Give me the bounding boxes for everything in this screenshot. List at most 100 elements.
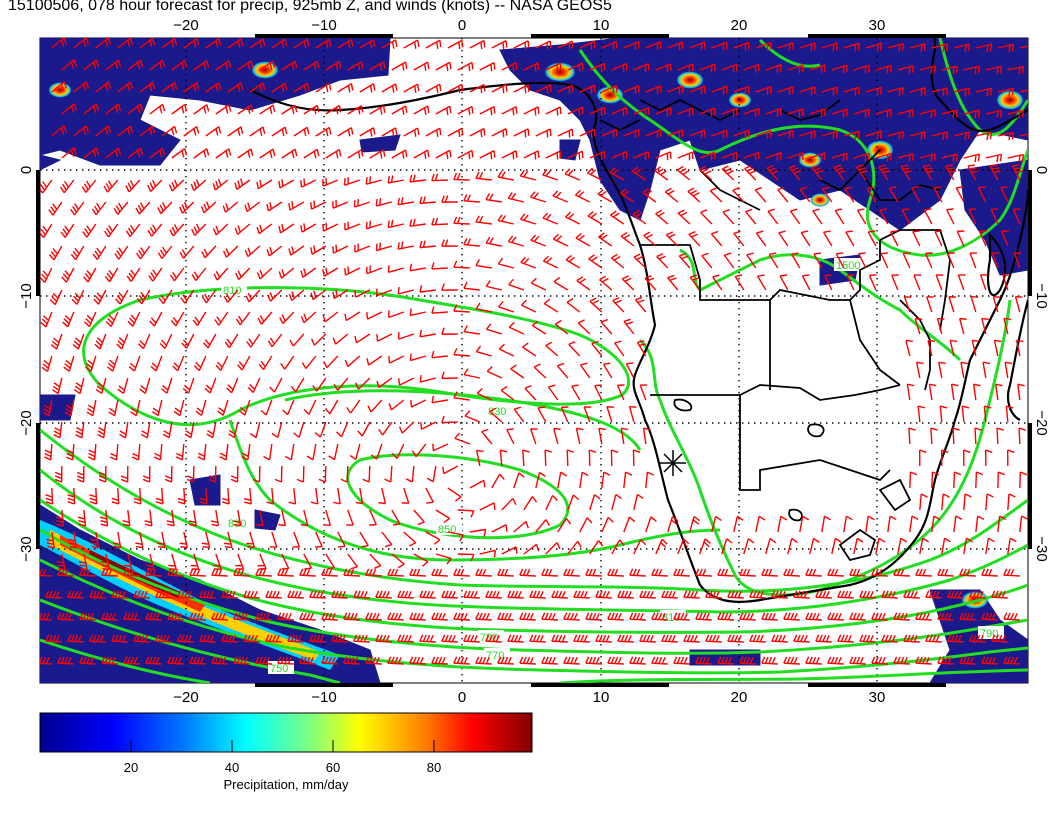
wind-barb-feather [556,108,559,116]
wind-barb-feather [300,524,308,527]
wind-barb [576,280,591,291]
wind-barb-feather [40,273,47,280]
wind-barb-feather [625,321,634,325]
wind-barb [425,487,434,503]
wind-barb-feather [690,634,695,642]
wind-barb [133,640,150,643]
wind-barb-feather [962,405,970,409]
wind-barb [711,516,717,533]
wind-barb-feather [324,568,329,576]
wind-barb-feather [333,383,339,391]
wind-barb-feather [468,64,471,72]
wind-barb [821,42,838,49]
wind-barb-feather [369,41,373,49]
wind-barb-feather [488,634,493,642]
wind-barb [475,574,492,577]
wind-barb-feather [475,259,481,266]
wind-barb [396,443,405,459]
wind-barb-feather [996,67,999,75]
lon-tick-label: 10 [593,17,610,34]
wind-barb [1005,405,1009,423]
wind-barb-feather [661,590,666,598]
wind-barb-feather [916,361,924,365]
wind-barb-feather [937,656,942,664]
wind-barb-feather [786,612,791,620]
wind-barb [139,487,142,505]
wind-barb-feather [960,361,968,365]
wind-barb [149,147,164,159]
wind-barb-feather [141,430,149,435]
wind-barb-feather [519,169,525,177]
wind-barb [167,662,184,665]
wind-barb-feather [920,88,923,96]
wind-barb [824,275,833,291]
wind-barb-feather [55,591,60,599]
lat-tick-label: −10 [18,283,35,308]
wind-barb [161,81,176,93]
wind-barb-feather [281,224,285,232]
wind-barb-feather [344,359,349,367]
wind-barb-feather [184,104,188,112]
wind-barb-feather [252,478,260,483]
wind-barb [909,43,926,49]
wind-barb [947,596,964,599]
wind-barb-feather [45,657,50,665]
wind-barb-feather [818,634,823,642]
wind-barb [893,662,910,665]
wind-barb [664,191,679,203]
wind-barb-feather [181,249,187,256]
wind-barb-feather [520,256,526,263]
wind-barb-feather [107,125,112,133]
wind-barb-feather [398,378,401,386]
wind-barb [599,279,613,291]
wind-barb [585,574,602,577]
wind-barb-feather [417,521,425,526]
wind-barb-feather [620,590,625,598]
wind-barb-feather [45,497,53,502]
wind-barb [542,174,559,181]
wind-barb-feather [945,164,953,167]
wind-barb-feather [1021,66,1025,74]
wind-barb-feather [193,128,197,136]
wind-barb-feather [746,252,754,256]
wind-barb [137,443,141,461]
wind-barb-feather [998,590,1003,598]
wind-barb [105,509,109,526]
wind-barb [227,531,233,548]
wind-barb-feather [262,568,267,576]
wind-barb-feather [609,167,616,173]
wind-barb [616,385,625,401]
wind-barb [301,179,317,188]
wind-barb-feather [400,197,404,205]
wind-barb [591,343,603,357]
wind-barbs-layer [40,38,1028,665]
wind-barb-feather [549,40,552,49]
wind-barb-feather [771,170,779,175]
wind-barb-feather [121,635,126,643]
wind-barb-feather [354,290,357,298]
wind-barb-feather [96,590,101,598]
wind-barb-feather [908,154,911,162]
wind-barb-feather [586,167,594,174]
wind-barb-feather [981,656,986,664]
wind-barb-feather [761,656,766,664]
wind-barb-feather [97,430,105,436]
wind-barb-feather [767,208,775,213]
wind-barb-feather [301,362,307,369]
wind-barb-feather [1006,612,1011,620]
wind-barb-feather [361,544,369,548]
wind-barb-feather [667,274,675,279]
wind-barb [127,147,141,159]
wind-barb-feather [910,590,915,598]
wind-barb-feather [572,494,580,501]
wind-barb-feather [323,361,328,369]
wind-barb-feather [878,568,883,576]
wind-barb-feather [211,523,219,527]
wind-barb-feather [813,167,821,171]
wind-barb [498,306,515,313]
wind-barb [83,509,87,526]
wind-barb [957,274,965,291]
wind-barb-feather [171,84,175,92]
wind-barb [787,64,804,71]
wind-barb-feather [660,542,667,548]
